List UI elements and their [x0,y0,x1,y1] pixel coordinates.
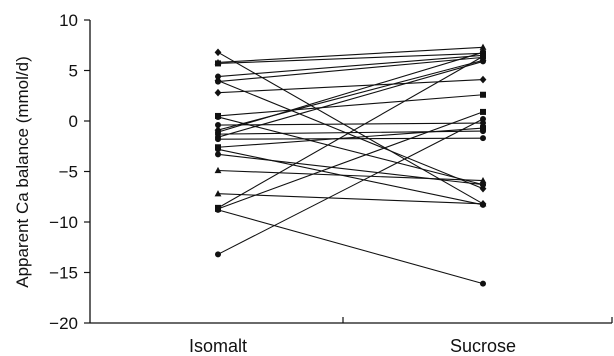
y-tick-label: −10 [49,213,78,232]
data-point-circle [480,115,486,122]
series-line-20 [217,193,484,205]
series-line-3 [217,52,484,64]
data-point-diamond [479,75,487,84]
series-line-22 [217,111,484,210]
data-point-circle [215,251,221,258]
data-point-square [480,125,486,132]
series-line-4 [217,54,484,78]
series-line-19 [217,169,484,182]
y-tick-label: −5 [59,163,78,182]
data-point-square [215,60,221,67]
data-point-square [480,108,486,115]
series-line-6 [217,56,484,83]
series-line-10 [217,122,484,126]
y-tick-label: 0 [69,112,78,131]
y-tick-label: −15 [49,264,78,283]
series-markers [214,43,487,287]
series-line-24 [217,118,484,255]
data-point-triangle [479,200,487,207]
data-point-circle [215,122,221,129]
data-point-circle [480,280,486,287]
category-label-sucrose: Sucrose [450,336,516,356]
data-point-circle [215,113,221,120]
data-point-circle [215,136,221,143]
y-axis-ticks: 10 5 0 −5 −10 −15 −20 [49,11,90,333]
series-line-16 [217,127,484,148]
y-tick-label: 10 [59,11,78,30]
series-line-18 [217,153,484,186]
series-line-2 [217,46,484,63]
data-point-triangle [479,43,487,50]
data-point-circle [215,78,221,85]
data-point-triangle [214,166,222,174]
series-line-5 [217,80,484,190]
data-point-circle [215,206,221,213]
data-point-diamond [214,48,222,57]
y-axis-label: Apparent Ca balance (mmol/d) [13,56,32,288]
series-line-7 [217,79,484,94]
y-tick-label: −20 [49,314,78,333]
data-point-square [480,91,486,98]
series-line-8 [217,94,484,117]
data-point-circle [215,73,221,80]
category-label-isomalt: Isomalt [189,336,247,356]
data-point-diamond [214,88,222,97]
data-point-square [480,53,486,60]
y-tick-label: 5 [69,62,78,81]
data-point-triangle [214,190,222,197]
data-point-circle [215,146,221,153]
data-point-circle [480,135,486,142]
data-point-circle [215,151,221,158]
data-point-diamond [479,184,487,193]
data-point-triangle [479,176,487,184]
series-lines [217,46,484,285]
series-line-12 [217,51,484,133]
series-line-9 [217,116,484,186]
series-line-14 [217,60,484,138]
data-point-circle [480,58,486,65]
series-line-23 [217,209,484,285]
series-line-21 [217,55,484,209]
series-line-15 [217,137,484,140]
series-line-17 [217,148,484,206]
series-line-1 [217,51,484,205]
